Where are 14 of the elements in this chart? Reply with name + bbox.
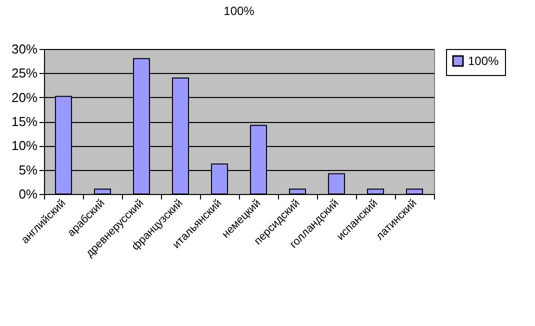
bar	[406, 188, 423, 194]
bar	[289, 188, 306, 194]
legend-label: 100%	[468, 54, 500, 68]
y-tick-label: 25%	[11, 66, 38, 81]
bar	[367, 188, 384, 194]
bar	[94, 188, 111, 194]
bar	[328, 173, 345, 194]
y-tick-label: 10%	[11, 138, 38, 154]
y-tick-label: 5%	[18, 162, 38, 178]
chart-title: 100%	[224, 4, 255, 18]
y-tick-label: 0%	[18, 186, 38, 202]
y-tick-label: 30%	[11, 42, 38, 56]
y-tick-label: 15%	[11, 114, 38, 129]
y-tick-label: 20%	[11, 90, 38, 105]
